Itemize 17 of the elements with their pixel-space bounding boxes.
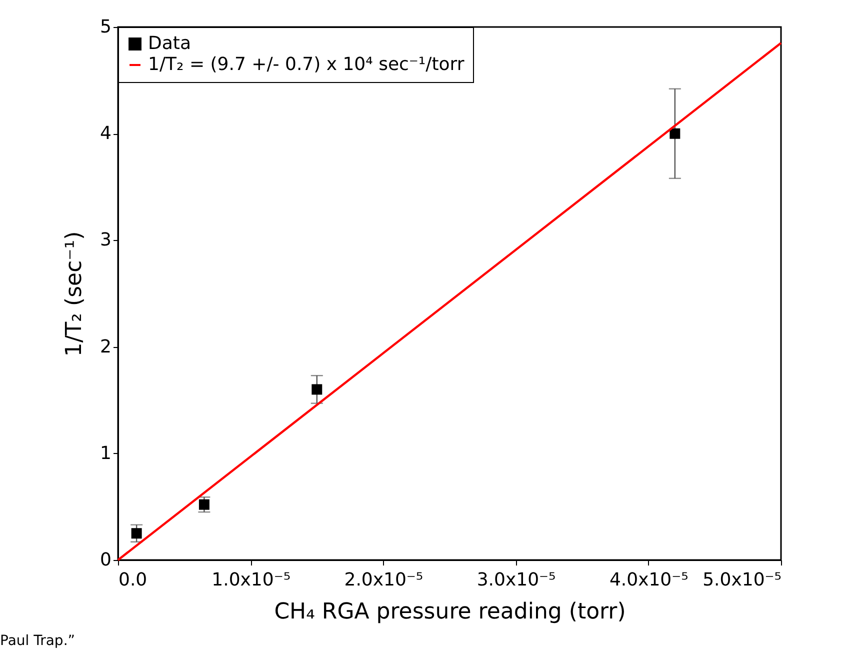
y-tick-label: 3 [100,230,112,251]
x-tick-label: 0.0 [118,570,148,590]
x-tick-label: 5.0x10⁻⁵ [702,570,782,590]
y-tick-label: 0 [100,550,112,570]
x-tick-label: 1.0x10⁻⁵ [212,570,291,590]
x-axis-title: CH₄ RGA pressure reading (torr) [274,600,626,624]
y-tick-label: 1 [100,442,112,464]
y-axis-title: 1/T₂ (sec⁻¹) [62,231,88,357]
y-tick-label: 4 [100,123,112,144]
text: Paul Trap.” [0,633,76,649]
legend-label: 1/T₂ = (9.7 +/- 0.7) x 10⁴ sec⁻¹/torr [148,54,465,75]
x-tick-label: 2.0x10⁻⁵ [344,570,424,590]
x-tick-label: 3.0x10⁻⁵ [476,570,556,590]
x-tick-label: 4.0x10⁻⁵ [609,570,688,590]
legend-label: Data [148,33,191,54]
y-tick-label: 5 [100,16,112,38]
y-tick-label: 2 [100,336,112,358]
